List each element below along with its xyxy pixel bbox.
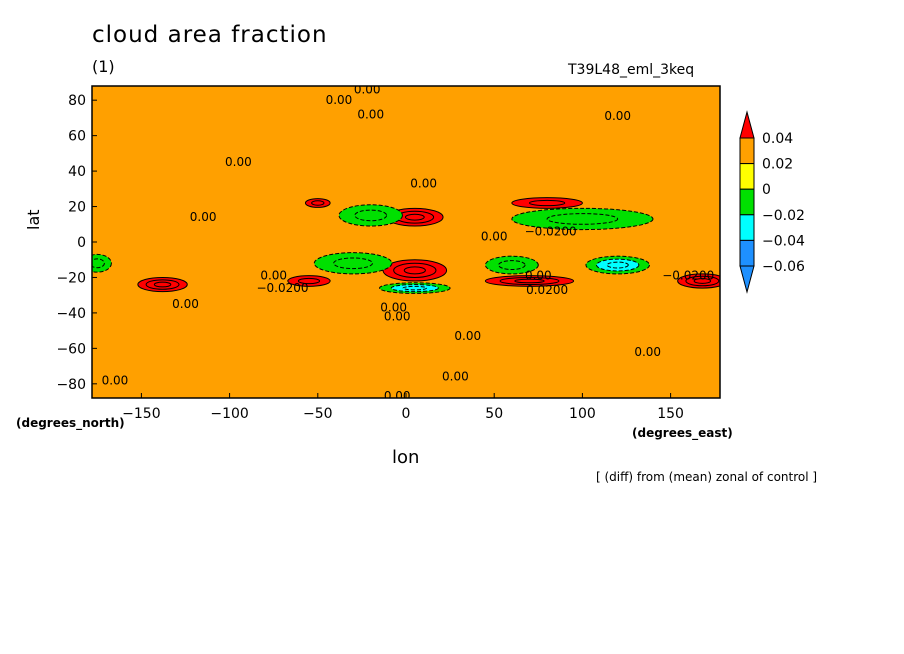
- contour-feature: [382, 259, 448, 282]
- contour-band: [498, 260, 526, 270]
- contour-band: [693, 278, 712, 284]
- contour-band: [402, 285, 428, 291]
- contour-label: 0.0200: [526, 283, 568, 297]
- contour-label: 0.00: [260, 269, 287, 283]
- colorbar-tick-label: −0.04: [762, 233, 805, 249]
- colorbar-band: [739, 239, 755, 267]
- plot-note: [ (diff) from (mean) zonal of control ]: [596, 470, 818, 484]
- contour-feature: [338, 204, 403, 227]
- x-tick-label: 50: [485, 406, 503, 422]
- contour-feature: [511, 207, 654, 231]
- x-tick-label: −150: [122, 406, 160, 422]
- x-tick-label: 0: [402, 406, 411, 422]
- y-axis: −80 −60 −40 −20 0 20 40 60 80: [56, 93, 97, 393]
- contour-band: [311, 200, 325, 206]
- contour-label: −0.0200: [525, 224, 577, 238]
- colorbar-tick-label: −0.06: [762, 259, 805, 275]
- y-axis-label: lat: [24, 209, 43, 230]
- contour-feature: [511, 197, 583, 209]
- contour-feature: [287, 275, 331, 287]
- colorbar: 0.04 0.02 0 −0.02 −0.04 −0.06: [739, 110, 805, 294]
- y-tick-label: 80: [68, 93, 86, 109]
- colorbar-tick-label: −0.02: [762, 208, 805, 224]
- colorbar-band: [739, 137, 755, 165]
- contour-band: [92, 258, 105, 269]
- x-tick-label: 100: [569, 406, 596, 422]
- y-tick-label: −40: [56, 306, 86, 322]
- contour-band: [333, 257, 373, 270]
- contour-label: 0.00: [102, 373, 129, 387]
- y-tick-label: 20: [68, 200, 86, 216]
- contour-band: [297, 277, 321, 285]
- contour-label: 0.00: [326, 93, 353, 107]
- contour-label: 0.00: [172, 297, 199, 311]
- y-tick-label: 0: [77, 235, 86, 251]
- contour-feature: [137, 276, 188, 293]
- contour-feature: [92, 253, 112, 273]
- contour-feature: [304, 198, 331, 208]
- y-tick-label: 60: [68, 129, 86, 145]
- colorbar-band: [739, 163, 755, 190]
- contour-label: 0.00: [357, 107, 384, 121]
- colorbar-tick-label: 0.02: [762, 157, 793, 173]
- contour-label: −0.0200: [662, 269, 714, 283]
- contour-label: 0.00: [384, 389, 411, 403]
- field-background: [92, 86, 720, 398]
- x-axis-label: lon: [392, 447, 420, 468]
- contour-band: [514, 278, 545, 284]
- x-tick-label: −100: [210, 406, 248, 422]
- contour-label: 0.00: [354, 83, 381, 97]
- contour-feature: [585, 255, 650, 275]
- x-axis: −150 −100 −50 0 50 100 150: [122, 393, 684, 422]
- x-axis-unit: (degrees_east): [632, 426, 733, 440]
- x-tick-label: 150: [657, 406, 684, 422]
- contour-label: 0.00: [384, 309, 411, 323]
- colorbar-tick-label: 0: [762, 182, 771, 198]
- contour-label: 0.00: [481, 230, 508, 244]
- contour-band: [403, 266, 426, 275]
- contour-label: 0.00: [225, 155, 252, 169]
- contour-label: 0.00: [380, 301, 407, 315]
- contour-label: 0.00: [525, 269, 552, 283]
- y-tick-label: 40: [68, 164, 86, 180]
- chart-title: cloud area fraction: [92, 22, 328, 48]
- contour-band: [606, 261, 629, 269]
- colorbar-band: [739, 214, 755, 241]
- chart-subtitle: (1): [92, 57, 115, 76]
- contour-feature: [484, 255, 539, 275]
- y-tick-label: −20: [56, 270, 86, 286]
- y-axis-unit: (degrees_north): [16, 416, 125, 430]
- contour-feature: [379, 282, 451, 294]
- contour-feature: [484, 275, 575, 287]
- contour-band: [354, 209, 388, 222]
- contour-feature: [313, 252, 393, 275]
- contour-label: 0.00: [190, 210, 217, 224]
- contour-band: [404, 213, 425, 221]
- run-label: T39L48_eml_3keq: [568, 62, 695, 78]
- colorbar-extend-low: [739, 265, 755, 294]
- contour-label: −0.0200: [256, 281, 308, 295]
- contour-label: 0.00: [634, 345, 661, 359]
- colorbar-tick-label: 0.04: [762, 131, 793, 147]
- contour-field: [92, 86, 720, 398]
- contour-label: 0.00: [442, 370, 469, 384]
- contour-band: [528, 199, 566, 207]
- contour-band: [546, 213, 619, 225]
- contour-label: 0.00: [410, 177, 437, 191]
- colorbar-band: [739, 188, 755, 216]
- contour-band: [153, 281, 172, 288]
- contour-labels: 0.000.000.00 0.000.000.000.000.00 −0.02000…: [102, 83, 715, 403]
- contour-label: 0.00: [604, 109, 631, 123]
- colorbar-extend-high: [739, 110, 755, 139]
- y-tick-label: −80: [56, 377, 86, 393]
- y-tick-label: −60: [56, 341, 86, 357]
- x-tick-label: −50: [303, 406, 333, 422]
- contour-feature: [677, 273, 720, 289]
- contour-label: 0.00: [454, 329, 481, 343]
